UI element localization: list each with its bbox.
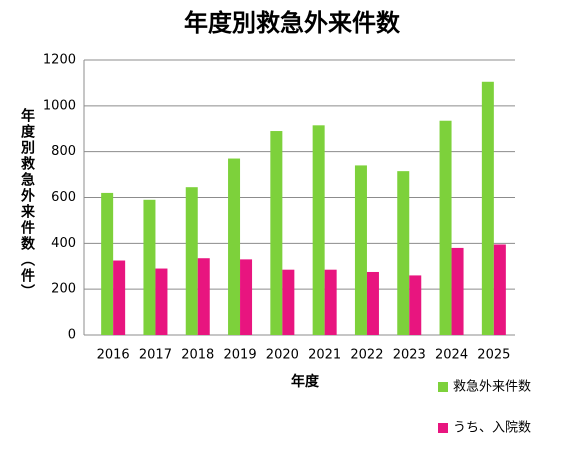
- y-tick-label: 800: [51, 144, 76, 159]
- bar: [143, 199, 156, 335]
- chart-title: 年度別救急外来件数: [184, 9, 401, 37]
- y-tick-label: 200: [51, 282, 76, 297]
- bar: [270, 131, 283, 335]
- y-tick-label: 1000: [43, 98, 76, 113]
- bar: [197, 258, 210, 335]
- legend-swatch: [438, 423, 448, 433]
- x-axis-title: 年度: [291, 373, 320, 390]
- y-tick-label: 1200: [43, 53, 76, 68]
- bar: [324, 269, 337, 335]
- x-tick-label: 2018: [181, 348, 214, 363]
- y-tick-label: 400: [51, 236, 76, 251]
- bar: [240, 259, 253, 335]
- legend-label: 救急外来件数: [453, 379, 531, 395]
- x-tick-label: 2023: [393, 348, 426, 363]
- x-tick-label: 2022: [350, 348, 383, 363]
- bar: [481, 81, 494, 335]
- bar: [366, 271, 379, 335]
- bar: [312, 125, 325, 335]
- x-tick-label: 2020: [266, 348, 299, 363]
- bar: [113, 260, 126, 335]
- x-tick-label: 2019: [224, 348, 257, 363]
- bar: [397, 171, 410, 335]
- bar: [439, 120, 452, 336]
- x-tick-label: 2021: [308, 348, 341, 363]
- x-tick-label: 2024: [435, 348, 468, 363]
- bar: [282, 269, 295, 335]
- legend-swatch: [438, 382, 448, 392]
- y-tick-label: 0: [68, 328, 76, 343]
- bar: [101, 192, 114, 335]
- y-tick-label: 600: [51, 190, 76, 205]
- legend-label: うち、入院数: [453, 421, 531, 436]
- bar: [409, 275, 422, 335]
- x-tick-label: 2016: [97, 348, 130, 363]
- bar: [155, 268, 168, 335]
- bar: [354, 165, 367, 335]
- bar: [451, 247, 464, 335]
- y-axis-title: 年度別救急外来件数（件）: [19, 107, 36, 300]
- x-tick-label: 2017: [139, 348, 172, 363]
- bar: [228, 158, 241, 335]
- bar: [493, 244, 506, 335]
- bar: [185, 187, 198, 335]
- x-tick-label: 2025: [477, 348, 510, 363]
